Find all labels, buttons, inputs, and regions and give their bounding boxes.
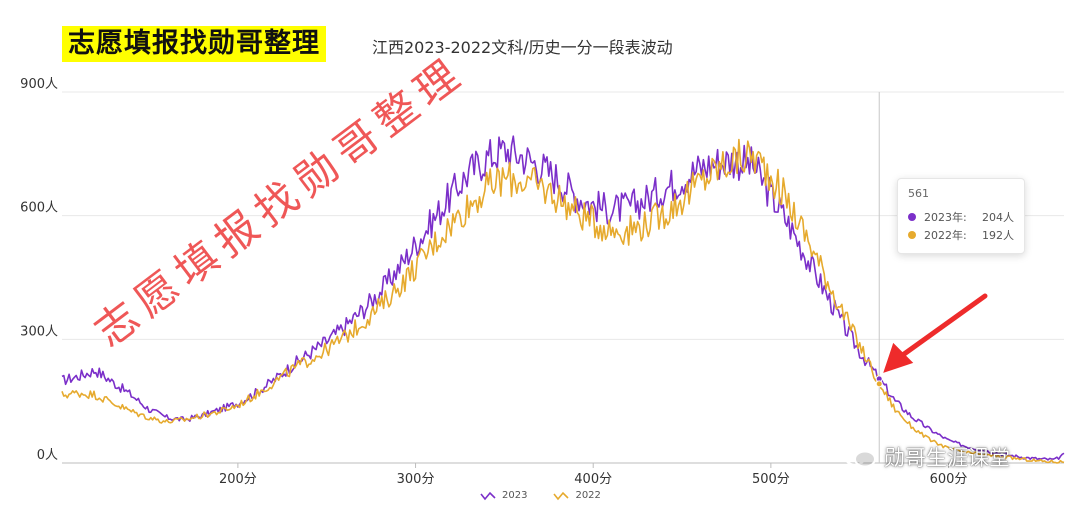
legend-label: 2022 bbox=[575, 490, 601, 501]
arrow-head bbox=[883, 342, 914, 373]
highlight-point-2022 bbox=[875, 380, 883, 388]
x-tick-label: 400分 bbox=[574, 472, 612, 487]
title-badge: 志愿填报找勋哥整理 bbox=[62, 26, 326, 62]
x-tick-label: 300分 bbox=[397, 472, 435, 487]
y-tick-label: 0人 bbox=[37, 448, 58, 463]
legend-dot-2022 bbox=[908, 231, 916, 239]
tooltip-series-value: 204人 bbox=[982, 211, 1014, 224]
chart-legend: 2023 2022 bbox=[480, 490, 601, 501]
series-line-2022 bbox=[61, 138, 1065, 464]
wechat-icon bbox=[843, 446, 876, 468]
y-tick-label: 600人 bbox=[20, 201, 58, 216]
legend-line-icon bbox=[480, 491, 496, 500]
brand-watermark: 勋哥生涯课堂 bbox=[842, 442, 1010, 472]
y-axis-ticks: 0人 300人 600人 900人 bbox=[20, 77, 58, 463]
x-tick-label: 600分 bbox=[930, 472, 968, 487]
series-group bbox=[61, 135, 1065, 464]
legend-label: 2023 bbox=[502, 490, 528, 501]
tooltip-series-name: 2022年: bbox=[924, 229, 967, 242]
grid-lines bbox=[62, 91, 1064, 464]
arrow-annotation bbox=[883, 293, 988, 373]
brand-name: 勋哥生涯课堂 bbox=[884, 446, 1010, 470]
tooltip-row-2023: 2023年: 204人 bbox=[908, 208, 1014, 226]
legend-item-2023[interactable]: 2023 bbox=[480, 490, 527, 501]
tooltip-series-value: 192人 bbox=[982, 229, 1014, 242]
legend-line-icon bbox=[553, 491, 570, 500]
x-tick-label: 200分 bbox=[219, 472, 257, 487]
tooltip-x-label: 561 bbox=[908, 187, 929, 200]
chart-subtitle: 江西2023-2022文科/历史一分一段表波动 bbox=[372, 38, 673, 57]
tooltip-row-2022: 2022年: 192人 bbox=[908, 226, 1014, 244]
highlight-markers bbox=[875, 375, 883, 388]
chart-tooltip: 561 2023年: 204人 2022年: 192人 bbox=[897, 178, 1025, 254]
legend-dot-2023 bbox=[908, 213, 916, 221]
arrow-shaft bbox=[894, 293, 988, 362]
x-tick-label: 500分 bbox=[752, 472, 790, 487]
tooltip-series-name: 2023年: bbox=[924, 211, 967, 224]
x-axis-ticks: 200分 300分 400分 500分 600分 bbox=[219, 463, 967, 487]
legend-item-2022[interactable]: 2022 bbox=[553, 490, 601, 501]
y-tick-label: 300人 bbox=[20, 324, 58, 339]
y-tick-label: 900人 bbox=[20, 77, 58, 92]
